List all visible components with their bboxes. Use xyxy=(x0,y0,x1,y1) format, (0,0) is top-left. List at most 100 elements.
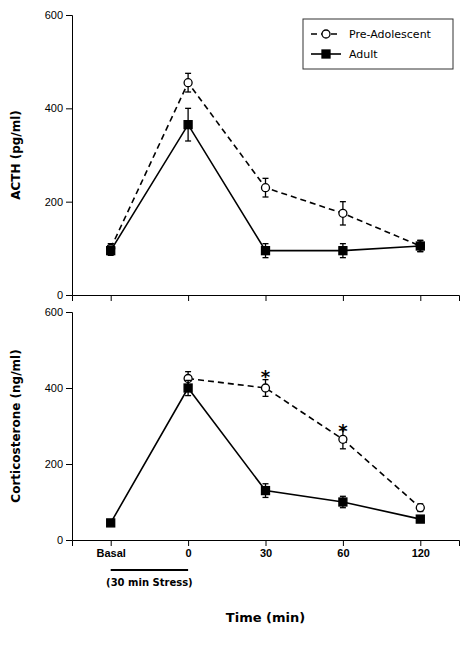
marker xyxy=(184,121,192,129)
error-cap xyxy=(185,73,191,74)
tick: 0 xyxy=(57,534,72,546)
legend: Pre-Adolescent Adult xyxy=(303,19,453,69)
panel: 0 200 400 600 Basal 0 30 60 120 xyxy=(45,306,460,559)
tick: 120 xyxy=(412,540,430,559)
legend-label: Adult xyxy=(349,48,378,61)
tick xyxy=(266,295,267,301)
tick: 600 xyxy=(45,306,72,318)
tick: 30 xyxy=(260,540,272,559)
error-bar xyxy=(185,73,191,92)
tick-label: 0 xyxy=(186,547,192,559)
axis-line xyxy=(73,296,460,302)
legend-frame xyxy=(303,19,453,69)
panel: 0 200 400 600 xyxy=(45,9,460,301)
tick-mark xyxy=(66,540,72,541)
tick-mark xyxy=(111,540,112,546)
axis-title: ACTH (pg/ml) xyxy=(9,110,23,200)
line xyxy=(188,379,420,508)
error-cap xyxy=(340,507,346,508)
tick xyxy=(343,295,344,301)
marker xyxy=(262,184,270,192)
error-bar xyxy=(185,380,191,395)
marker xyxy=(262,487,270,495)
marks xyxy=(107,372,425,527)
error-cap xyxy=(263,497,269,498)
tick-label: 0 xyxy=(57,289,63,301)
tick: 400 xyxy=(45,102,72,114)
annotation-bar xyxy=(111,569,188,571)
error-bar xyxy=(108,246,114,255)
error-cap xyxy=(417,240,423,241)
marker xyxy=(416,504,424,512)
marker xyxy=(107,247,115,255)
error-cap xyxy=(340,448,346,449)
tick-label: 120 xyxy=(412,547,430,559)
marker xyxy=(416,242,424,250)
error-bar xyxy=(185,108,191,141)
axis-title: Corticosterone (ng/ml) xyxy=(9,349,23,502)
tick-mark xyxy=(66,108,72,109)
tick-mark xyxy=(188,295,189,301)
error-bar xyxy=(417,240,423,251)
legend-marker xyxy=(322,50,330,58)
error-cap xyxy=(340,496,346,497)
tick-mark xyxy=(66,15,72,16)
tick-label: 400 xyxy=(45,382,63,394)
error-cap xyxy=(340,243,346,244)
marker xyxy=(339,247,347,255)
error-bar xyxy=(340,496,346,507)
tick xyxy=(420,295,421,301)
error-cap xyxy=(185,140,191,141)
tick: Basal xyxy=(97,540,126,559)
tick-mark xyxy=(266,295,267,301)
tick-label: 30 xyxy=(260,547,272,559)
error-bar xyxy=(340,202,346,225)
error-cap xyxy=(340,257,346,258)
error-cap xyxy=(185,371,191,372)
tick: 0 xyxy=(186,540,192,559)
tick: 200 xyxy=(45,458,72,470)
marker xyxy=(262,247,270,255)
line xyxy=(111,83,421,249)
axis-line xyxy=(66,16,73,296)
axis-line xyxy=(66,313,73,541)
error-cap xyxy=(417,251,423,252)
tick xyxy=(111,295,112,301)
tick-mark xyxy=(188,540,189,546)
marker xyxy=(184,79,192,87)
y-axis: 0 200 400 600 xyxy=(45,9,73,301)
error-bar xyxy=(263,484,269,498)
y-axis: 0 200 400 600 xyxy=(45,306,73,546)
error-cap xyxy=(417,251,423,252)
error-cap xyxy=(340,224,346,225)
tick: 200 xyxy=(45,196,72,208)
error-cap xyxy=(417,240,423,241)
error-bar xyxy=(340,244,346,258)
error-cap xyxy=(263,257,269,258)
tick-label: 200 xyxy=(45,458,63,470)
marker xyxy=(184,384,192,392)
marks xyxy=(107,73,425,257)
marker xyxy=(416,242,424,250)
tick-mark xyxy=(66,464,72,465)
tick-mark xyxy=(66,202,72,203)
error-bar xyxy=(417,504,423,512)
error-cap xyxy=(340,201,346,202)
tick xyxy=(188,295,189,301)
error-cap xyxy=(263,483,269,484)
tick-mark xyxy=(343,295,344,301)
tick: 60 xyxy=(337,540,349,559)
tick: 600 xyxy=(45,9,72,21)
annotation: * xyxy=(261,366,271,387)
error-bar xyxy=(417,240,423,251)
legend-label: Pre-Adolescent xyxy=(349,28,432,41)
marker xyxy=(416,515,424,523)
tick-mark xyxy=(420,540,421,546)
error-cap xyxy=(263,196,269,197)
x-axis xyxy=(73,295,460,301)
error-cap xyxy=(185,91,191,92)
tick-label: 400 xyxy=(45,102,63,114)
tick: 400 xyxy=(45,382,72,394)
tick-mark xyxy=(420,295,421,301)
tick-label: 200 xyxy=(45,196,63,208)
